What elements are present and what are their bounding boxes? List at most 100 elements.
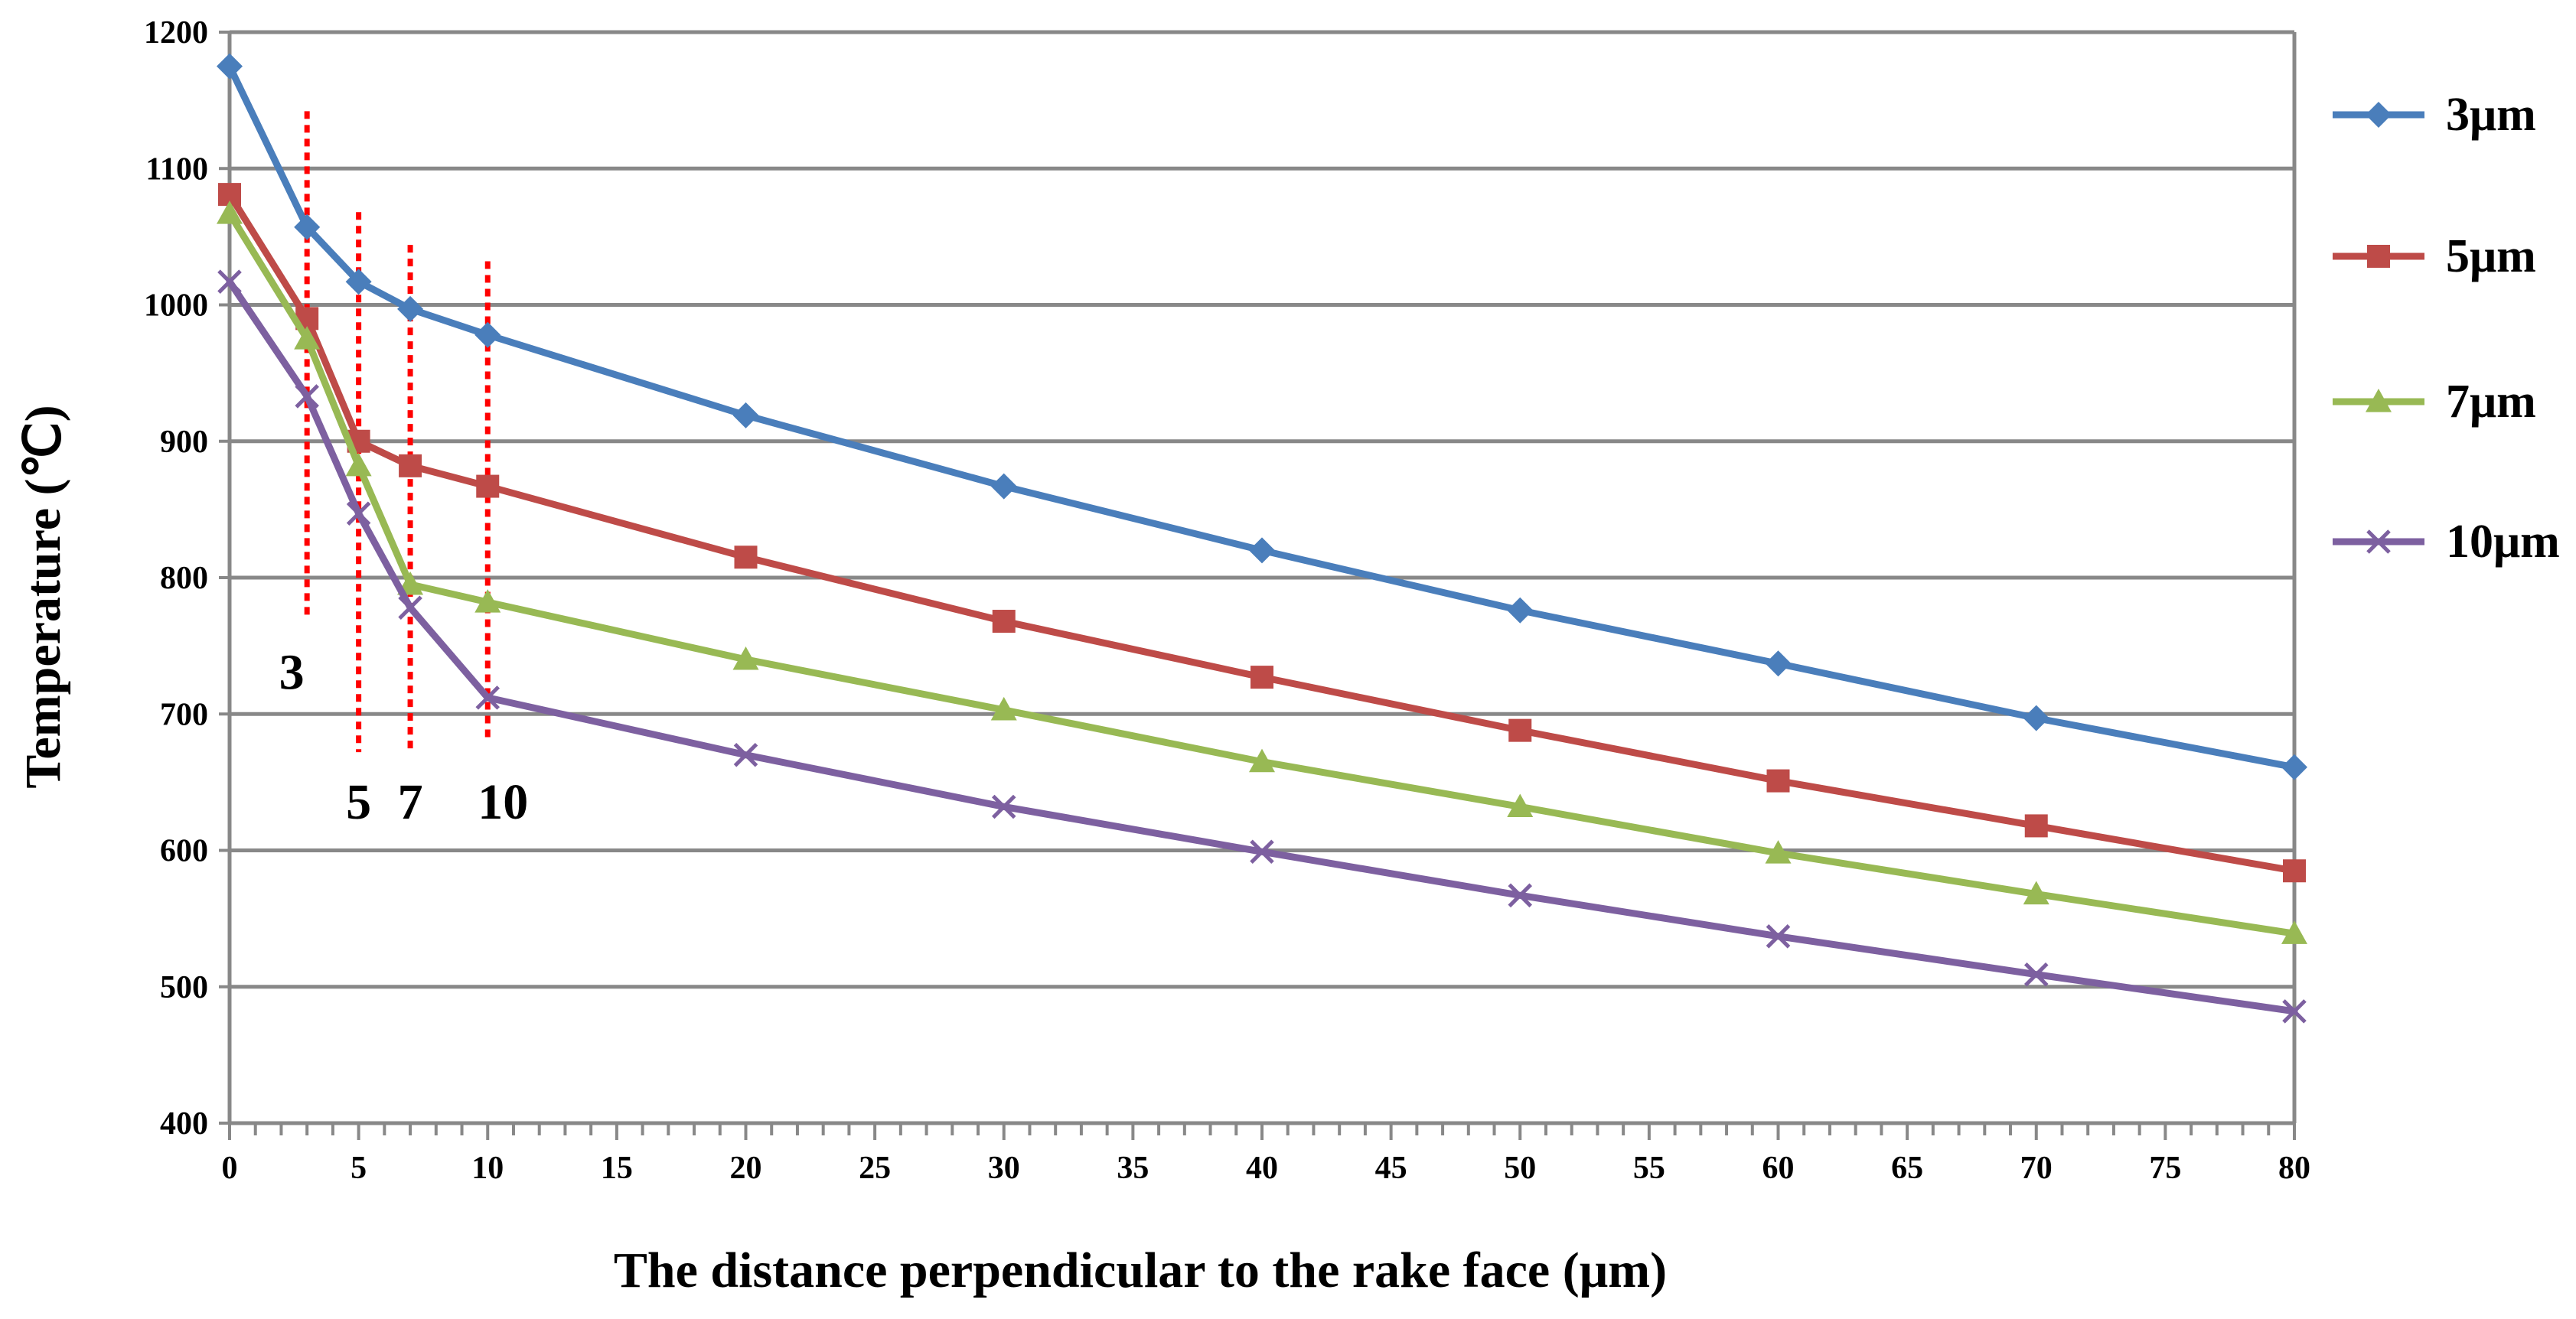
data-point-10μm-70-stroke-b — [2023, 962, 2049, 987]
y-tick-label: 700 — [160, 697, 208, 732]
annotation-label-10: 10 — [478, 774, 528, 830]
data-point-7μm-80 — [2281, 920, 2307, 944]
data-point-10μm-30-stroke-b — [991, 794, 1016, 819]
data-point-10μm-10-stroke-b — [475, 686, 501, 710]
y-tick-label: 1100 — [145, 151, 208, 187]
data-point-10μm-40 — [1250, 839, 1274, 865]
x-tick-label: 10 — [471, 1151, 504, 1186]
data-point-5μm-50 — [1508, 718, 1532, 742]
y-tick-label: 1000 — [144, 288, 208, 324]
data-point-10μm-70 — [2023, 962, 2049, 987]
x-tick-label: 20 — [730, 1151, 762, 1186]
y-tick-label: 900 — [160, 425, 208, 460]
x-tick-label: 5 — [351, 1151, 367, 1186]
data-point-3μm-80 — [2281, 754, 2307, 780]
series-7μm — [217, 200, 2307, 944]
data-point-10μm-0 — [217, 269, 242, 294]
data-point-3μm-0 — [217, 53, 243, 80]
annotation-label-7: 7 — [398, 774, 423, 830]
data-point-5μm-40 — [1251, 666, 1273, 689]
y-tick-label: 1200 — [144, 15, 208, 50]
annotation-label-3: 3 — [279, 644, 305, 700]
data-point-10μm-5 — [346, 501, 371, 526]
data-point-10μm-7 — [398, 595, 422, 620]
data-point-5μm-7 — [399, 454, 422, 477]
series — [217, 53, 2307, 1024]
data-point-3μm-7 — [397, 295, 424, 322]
tick-labels: 400 500 600 700 800 900 1000 1100 1200 0 5 10 15 20 25… — [144, 15, 2310, 1186]
legend-marker-5μm — [2367, 245, 2390, 268]
data-point-7μm-40 — [1249, 748, 1275, 773]
legend-label-10μm: 10μm — [2446, 516, 2560, 568]
data-point-10μm-5-stroke-b — [346, 501, 371, 526]
legend-label-3μm: 3μm — [2446, 89, 2536, 141]
legend-item-5μm: 5μm — [2333, 230, 2536, 282]
legend-label-5μm: 5μm — [2446, 230, 2536, 282]
data-point-10μm-80 — [2282, 999, 2307, 1024]
data-point-5μm-20 — [734, 546, 758, 569]
data-point-7μm-30 — [990, 696, 1017, 721]
x-tick-label: 65 — [1891, 1151, 1923, 1186]
data-point-7μm-0 — [217, 200, 243, 224]
data-point-3μm-50 — [1507, 597, 1534, 624]
gridlines — [230, 30, 2294, 989]
data-point-3μm-5 — [345, 269, 372, 295]
annotation-label-5: 5 — [346, 774, 371, 830]
x-tick-label: 35 — [1117, 1151, 1149, 1186]
x-tick-label: 0 — [222, 1151, 238, 1186]
data-point-10μm-20 — [733, 742, 758, 767]
x-tick-label: 45 — [1375, 1151, 1407, 1186]
y-tick-label: 800 — [160, 561, 208, 596]
legend-label-7μm: 7μm — [2446, 376, 2536, 428]
data-point-10μm-30 — [991, 794, 1016, 819]
series-10μm — [217, 269, 2307, 1024]
x-tick-label: 25 — [859, 1151, 891, 1186]
y-tick-label: 600 — [160, 834, 208, 869]
x-tick-label: 55 — [1633, 1151, 1665, 1186]
legend-item-3μm: 3μm — [2333, 89, 2536, 141]
data-point-3μm-70 — [2023, 705, 2049, 731]
data-point-3μm-3 — [294, 213, 321, 240]
x-tick-label: 15 — [601, 1151, 633, 1186]
series-line-10μm — [226, 278, 2298, 1015]
legend: 3μm 5μm 7μm 10μm — [2333, 89, 2560, 568]
data-point-10μm-50 — [1508, 883, 1533, 908]
series-5μm — [218, 183, 2306, 883]
data-point-5μm-10 — [476, 474, 500, 498]
data-point-7μm-70 — [2023, 881, 2049, 905]
x-tick-label: 80 — [2278, 1151, 2310, 1186]
data-point-10μm-3-stroke-b — [295, 384, 319, 409]
data-point-10μm-0-stroke-b — [217, 269, 242, 294]
x-tick-label: 30 — [988, 1151, 1020, 1186]
data-point-5μm-30 — [992, 610, 1016, 633]
data-point-10μm-50-stroke-b — [1508, 883, 1533, 908]
data-point-5μm-70 — [2024, 814, 2048, 838]
axes — [219, 31, 2297, 1140]
legend-marker-3μm — [2366, 102, 2392, 128]
data-point-10μm-80-stroke-b — [2282, 999, 2307, 1024]
data-point-7μm-20 — [732, 646, 759, 670]
legend-marker-10μm — [2366, 529, 2391, 554]
x-tick-label: 60 — [1762, 1151, 1795, 1186]
series-line-7μm — [226, 210, 2298, 937]
data-point-7μm-10 — [474, 589, 501, 613]
x-tick-label: 40 — [1246, 1151, 1278, 1186]
legend-marker-10μm-stroke-b — [2366, 529, 2391, 554]
data-point-3μm-30 — [990, 473, 1017, 500]
data-point-3μm-60 — [1765, 650, 1792, 677]
data-point-10μm-20-stroke-b — [733, 742, 758, 767]
legend-item-7μm: 7μm — [2333, 376, 2536, 428]
x-tick-label: 70 — [2020, 1151, 2053, 1186]
series-3μm — [217, 53, 2307, 780]
data-point-7μm-5 — [345, 452, 372, 477]
y-tick-label: 400 — [160, 1106, 208, 1142]
annotations: 3 5 7 10 — [279, 111, 528, 830]
data-point-10μm-3 — [295, 384, 319, 409]
data-point-10μm-60-stroke-b — [1766, 924, 1791, 949]
legend-marker-7μm — [2366, 389, 2392, 412]
data-point-5μm-80 — [2283, 859, 2306, 883]
y-axis-title: Temperature (℃) — [15, 405, 71, 788]
data-point-10μm-60 — [1766, 924, 1791, 949]
